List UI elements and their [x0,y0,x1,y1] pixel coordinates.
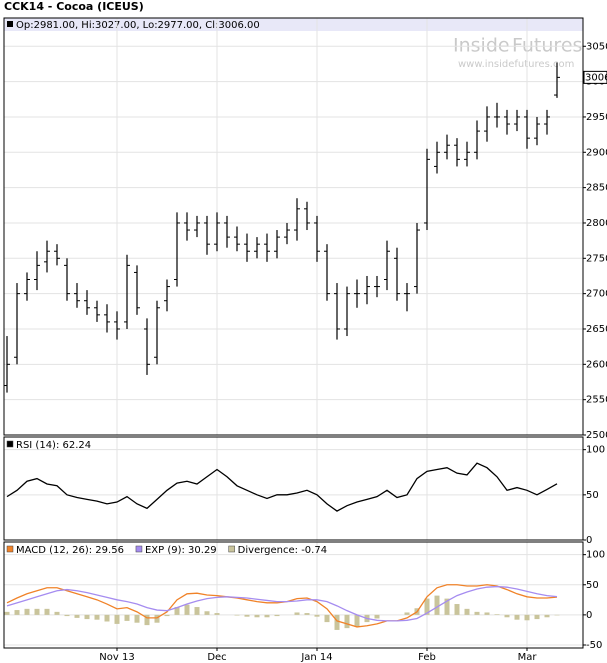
legend-label: RSI (14): 62.24 [16,440,91,451]
y-tick-label: 2500 [586,430,607,441]
divergence-bar [304,613,310,615]
chart-title: CCK14 - Cocoa (ICEUS) [4,0,144,13]
panel-frame [3,17,584,436]
divergence-bar [374,614,380,619]
divergence-bar [24,608,30,615]
y-tick-label: 50 [586,490,599,501]
divergence-bar [34,608,40,615]
divergence-bar [474,611,480,615]
panel-frame [3,541,584,649]
divergence-bar [104,614,110,622]
x-tick-label: Mar [518,652,538,663]
divergence-bar [184,604,190,615]
y-tick-label: -50 [586,640,602,651]
divergence-bar [504,614,510,618]
divergence-bar [134,614,140,623]
x-tick-label: Jan 14 [300,652,332,663]
panel-frame [3,436,584,541]
y-tick-label: 0 [586,610,592,621]
divergence-bar [14,610,20,615]
divergence-bar [84,614,90,620]
y-tick-label: 2950 [586,112,607,123]
watermark: Inside Futures www.insidefutures.com [453,35,582,71]
divergence-bar [204,611,210,615]
y-tick-label: 2650 [586,324,607,335]
legend-swatch [135,545,143,553]
y-tick-label: 0 [586,535,592,546]
quote-text: Op:2981.00, Hi:3027.00, Lo:2977.00, Cl:3… [16,20,260,31]
divergence-bar [74,614,80,618]
quote-bar [4,18,583,31]
divergence-bar [4,611,10,615]
y-tick-label: 2600 [586,359,607,370]
divergence-bar [514,614,520,620]
watermark-brand: Futures [512,35,582,57]
y-tick-label: 2850 [586,183,607,194]
legend-swatch [6,545,14,553]
quote-marker [7,21,13,27]
divergence-bar [524,614,530,621]
divergence-bar [324,614,330,623]
watermark-brand: Inside [453,35,510,57]
divergence-bar [544,614,550,618]
divergence-bar [144,614,150,626]
divergence-bar [464,608,470,615]
divergence-bar [194,607,200,615]
series-line [6,585,558,622]
divergence-bar [434,595,440,615]
y-tick-label: 3050 [586,41,607,52]
x-tick-label: Nov 13 [99,652,134,663]
divergence-bar [154,614,160,623]
divergence-bar [494,614,500,615]
divergence-bar [314,614,320,617]
y-tick-label: 50 [586,580,599,591]
divergence-bar [44,608,50,615]
watermark-url: www.insidefutures.com [458,59,574,70]
divergence-bar [94,614,100,620]
y-tick-label: 100 [586,550,605,561]
divergence-bar [274,614,280,617]
divergence-bar [444,598,450,615]
divergence-bar [354,614,360,627]
last-price-box [583,70,607,84]
divergence-bar [294,612,300,615]
divergence-bar [404,612,410,615]
divergence-bar [164,614,170,617]
y-tick-label: 2800 [586,218,607,229]
divergence-bar [534,614,540,620]
x-tick-label: Feb [418,652,436,663]
divergence-bar [264,614,270,618]
y-tick-label: 2700 [586,289,607,300]
legend-label: EXP (9): 30.29 [145,545,217,556]
divergence-bar [64,614,70,617]
divergence-bar [334,614,340,630]
divergence-bar [424,598,430,615]
legend-swatch [6,440,14,448]
legend-label: Divergence: -0.74 [238,545,327,556]
divergence-bar [244,614,250,617]
divergence-bar [214,613,220,615]
divergence-bar [174,607,180,615]
divergence-bar [114,614,120,624]
divergence-bar [54,611,60,615]
y-tick-label: 100 [586,445,605,456]
last-price-label: 3006 [585,72,607,83]
legend-swatch [228,545,235,553]
y-tick-label: 2900 [586,147,607,158]
y-tick-label: 2750 [586,253,607,264]
divergence-bar [254,614,260,618]
divergence-bar [234,614,240,616]
divergence-bar [484,612,490,615]
x-tick-label: Dec [207,652,226,663]
divergence-bar [454,604,460,615]
divergence-bar [344,614,350,629]
divergence-bar [124,614,130,621]
y-tick-label: 2550 [586,395,607,406]
series-line [6,462,558,512]
legend-label: MACD (12, 26): 29.56 [16,545,124,556]
